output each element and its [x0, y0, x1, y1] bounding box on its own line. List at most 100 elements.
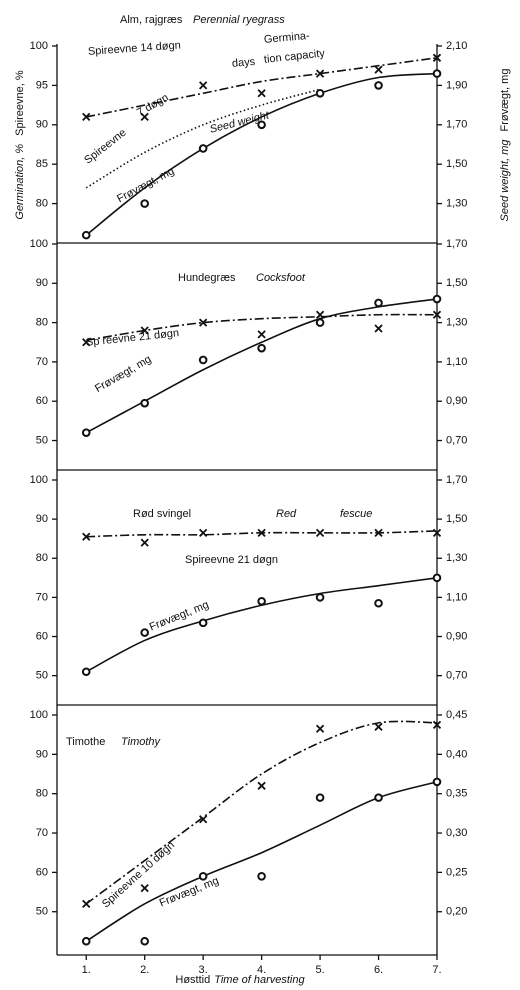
point-o: [374, 298, 383, 308]
point-o: [198, 355, 208, 365]
point-x: [82, 112, 91, 122]
y-tick-label: 60: [36, 866, 48, 878]
point-o: [198, 872, 208, 881]
x-tick-label: 6.: [374, 964, 383, 976]
point-o: [81, 936, 91, 946]
y2-axis-label-part: Frøvægt, mg: [499, 69, 511, 132]
point-o: [432, 294, 442, 304]
y2-tick-label: 0,35: [446, 788, 467, 800]
annotation: Cocksfoot: [256, 272, 306, 284]
point-x: [82, 532, 91, 541]
point-x: [432, 53, 442, 62]
point-o: [81, 428, 91, 437]
curve: [86, 57, 438, 118]
annotation: Germina-: [263, 30, 310, 46]
y-tick-label: 70: [36, 591, 48, 603]
y2-tick-label: 0,70: [446, 670, 467, 682]
point-x: [199, 528, 208, 537]
point-x: [140, 883, 149, 893]
curve: [85, 577, 438, 673]
y2-tick-label: 2,10: [446, 40, 467, 52]
y-tick-label: 85: [36, 158, 48, 170]
point-o: [315, 88, 325, 98]
point-x: [374, 528, 383, 537]
y2-tick-label: 0,45: [446, 709, 467, 721]
annotation: Rød svingel: [133, 508, 191, 520]
y-tick-label: 50: [36, 434, 48, 446]
point-x: [315, 69, 325, 78]
y-tick-label: 90: [36, 119, 48, 131]
y2-tick-label: 1,70: [446, 238, 467, 250]
point-x: [199, 81, 208, 90]
y2-tick-label: 1,70: [446, 119, 467, 131]
y-tick-label: 100: [30, 238, 48, 250]
annotation: Timothy: [121, 736, 162, 748]
point-x: [140, 112, 149, 122]
y2-tick-label: 0,90: [446, 395, 467, 407]
y-tick-label: 90: [36, 748, 48, 760]
annotation: Alm, rajgræs: [120, 14, 183, 26]
point-x: [140, 326, 149, 335]
point-x: [315, 310, 325, 319]
point-o: [81, 667, 91, 677]
point-o: [198, 144, 208, 153]
point-o: [140, 398, 149, 408]
x-tick-label: 1.: [82, 964, 91, 976]
annotation: tion capacity: [263, 47, 326, 65]
y2-axis-label: Seed weight, mg Frøvægt, mg: [499, 69, 511, 222]
point-o: [315, 318, 325, 327]
y-tick-label: 80: [36, 552, 48, 564]
point-x: [257, 781, 266, 790]
point-o: [374, 793, 383, 802]
y-tick-label: 80: [36, 788, 48, 800]
y2-tick-label: 1,10: [446, 356, 467, 368]
point-o: [257, 872, 266, 881]
y2-tick-label: 1,10: [446, 591, 467, 603]
curve: [85, 88, 321, 189]
annotation: fescue: [340, 508, 372, 520]
x-tick-label: 2.: [140, 964, 149, 976]
annotation: Frøvægt, mg: [93, 353, 154, 395]
y2-axis-label-part: Seed weight, mg: [499, 139, 511, 222]
point-o: [257, 597, 266, 606]
y-axis-label: Germination, % Spireevne, %: [14, 70, 26, 219]
y2-tick-label: 0,70: [446, 434, 467, 446]
point-o: [432, 573, 442, 583]
curve: [85, 720, 438, 905]
curve: [85, 781, 438, 942]
point-x: [199, 815, 208, 824]
point-x: [432, 528, 442, 537]
point-x: [315, 724, 325, 733]
annotation: Perennial ryegrass: [193, 14, 285, 26]
point-x: [257, 89, 266, 98]
y2-tick-label: 1,30: [446, 317, 467, 329]
point-o: [374, 598, 383, 608]
y2-tick-label: 1,50: [446, 277, 467, 289]
y2-tick-label: 0,25: [446, 866, 467, 878]
y-tick-label: 95: [36, 79, 48, 91]
point-o: [257, 120, 266, 130]
y-tick-label: 50: [36, 670, 48, 682]
y2-tick-label: 1,90: [446, 79, 467, 91]
point-x: [140, 538, 149, 547]
y-tick-label: 100: [30, 40, 48, 52]
annotation: Spireevne: [82, 127, 128, 167]
x-tick-label: 3.: [199, 964, 208, 976]
y2-tick-label: 0,90: [446, 630, 467, 642]
point-o: [432, 69, 442, 78]
point-x: [82, 899, 91, 908]
y-tick-label: 70: [36, 356, 48, 368]
y2-tick-label: 1,70: [446, 474, 467, 486]
point-x: [374, 324, 383, 333]
y2-tick-label: 0,30: [446, 827, 467, 839]
y-tick-label: 50: [36, 906, 48, 918]
point-o: [198, 618, 208, 628]
x-axis-label-part: Høsttid: [175, 974, 210, 986]
y2-tick-label: 1,30: [446, 198, 467, 210]
annotation: Hundegræs: [178, 272, 236, 284]
x-tick-label: 4.: [257, 964, 266, 976]
point-x: [82, 338, 91, 347]
y-axis-label-part: Spireevne, %: [14, 70, 26, 136]
y2-tick-label: 0,20: [446, 906, 467, 918]
